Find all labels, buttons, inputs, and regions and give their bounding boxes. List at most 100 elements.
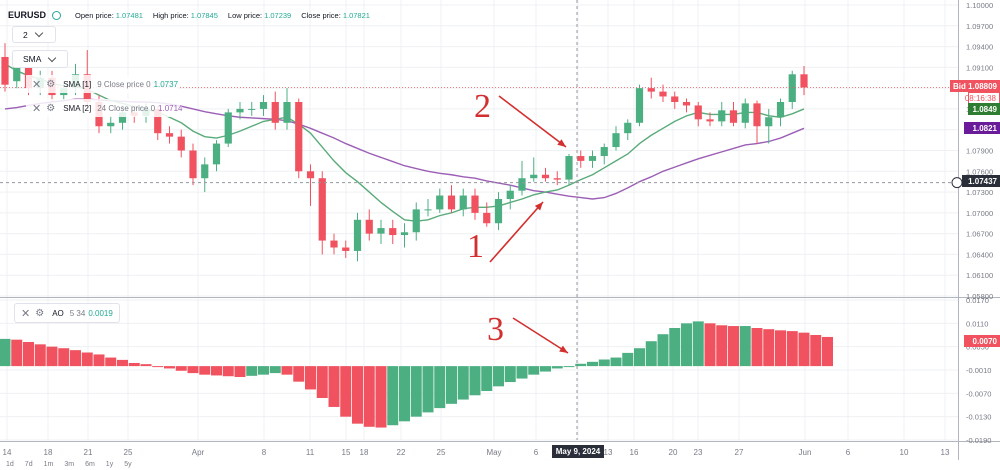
ao-bar [105,357,117,367]
ao-bar [234,366,246,377]
annotation-3: 3 [487,311,504,348]
ao-bar [375,366,387,428]
price-axis[interactable]: 1.100001.097001.094001.091001.088001.085… [966,1,993,301]
ao-bar [563,366,575,368]
time-tick-label: 18 [44,448,53,457]
candle-up [565,156,573,180]
ao-bar [716,325,728,367]
candle-down [447,195,456,210]
time-tick-label: Apr [192,448,205,457]
time-tick-label: 6 [846,448,851,457]
ao-bar [211,366,222,376]
ao-bar [692,321,704,367]
ao-bar [305,366,316,390]
time-tick-label: 8 [262,448,267,457]
ao-value: 0.0019 [88,308,113,318]
gear-icon[interactable]: ⚙ [46,78,56,90]
time-tick-label: 13 [941,448,950,457]
low-value: 1.07239 [264,10,292,20]
indicator-select[interactable]: SMA [12,50,68,68]
close-icon[interactable]: ✕ [32,78,42,91]
candle-up [612,133,620,148]
ao-bar [587,361,598,367]
candle-up [107,122,115,127]
ao-bar [93,354,105,367]
price-tick-label: 1.09100 [966,63,993,72]
ao-params: 5 34 [69,308,86,318]
price-tick-label: 1.05800 [966,292,993,301]
candle-down [753,103,761,127]
sma2-legend[interactable]: ✕ ⚙ SMA [2] 24 Close price 0 1.0714 [26,99,183,117]
time-tick-label: Jun [799,448,812,457]
price-tick-label: 1.10000 [966,1,993,10]
candle-up [506,190,514,199]
range-7d[interactable]: 7d [24,461,33,468]
candle-down [800,74,808,88]
annotation-arrow-2-head [557,139,566,147]
candle-down [706,119,714,122]
candle-down [165,133,174,137]
ao-bar [540,366,551,372]
ao-bar [352,366,363,424]
gear-icon[interactable]: ⚙ [46,102,56,114]
ao-bar [810,335,822,367]
candle-down [577,156,585,161]
ao-bar [504,366,516,383]
cursor-date-tag: May 9, 2024 [552,445,604,458]
ao-bar [23,342,34,367]
candle-up [776,102,785,118]
ao-bar [822,336,833,367]
time-tick-label: 25 [437,448,446,457]
candle-up [224,112,232,144]
chevron-down-icon [48,53,57,62]
price-tick-label: 1.07300 [966,188,993,197]
time-tick-label: 25 [124,448,133,457]
candle-down [471,195,479,213]
chevron-down-icon [34,28,43,38]
period-select[interactable]: 2 [12,26,56,43]
range-selector[interactable]: 1d 7d 1m 3m 6m 1y 5y [0,461,132,468]
ao-legend[interactable]: ✕ ⚙ AO 5 34 0.0019 [14,303,120,323]
candle-up [283,102,291,123]
range-5y[interactable]: 5y [124,461,132,468]
ao-bar [187,366,199,374]
range-1m[interactable]: 1m [43,461,54,468]
close-icon[interactable]: ✕ [21,307,31,320]
range-1y[interactable]: 1y [105,461,114,468]
symbol-label: EURUSD [8,10,47,20]
time-tick-label: 10 [900,448,909,457]
close-icon[interactable]: ✕ [32,102,42,115]
candle-down [483,212,491,224]
candle-down [189,150,197,179]
candle-up [494,199,503,224]
ao-bar [422,366,434,413]
ao-bar [434,366,446,409]
ao-bar [469,366,481,396]
ao-bar [669,328,681,367]
candle-down [541,174,550,179]
crosshair-icon [951,177,963,189]
candle-down [271,102,279,123]
time-axis[interactable]: 14182125Apr81115182225May691316202327Jun… [3,448,950,457]
candle-up [236,108,244,113]
candle-down [671,96,679,102]
range-6m[interactable]: 6m [85,461,95,468]
range-3m[interactable]: 3m [64,461,75,468]
range-1d[interactable]: 1d [6,461,14,468]
time-tick-label: 21 [84,448,93,457]
candle-up [436,195,444,210]
ao-bar [704,323,716,367]
price-tick-label: 1.07600 [966,167,993,176]
time-tick-label: 20 [669,448,678,457]
ao-bar [281,366,293,375]
ao-bar [0,338,11,367]
annotation-arrow-2 [498,95,567,148]
annotation-1: 1 [467,228,484,265]
candle-up [765,117,773,127]
sma1-legend[interactable]: ✕ ⚙ SMA [1] 9 Close price 0 1.0737 [26,75,179,93]
ao-bar [575,363,587,367]
gear-icon[interactable]: ⚙ [35,307,45,319]
ao-axis[interactable]: 0.0170 0.0110 0.0050 -0.0010 -0.0070 -0.0130 -… [966,296,991,445]
ao-bar [340,366,352,417]
